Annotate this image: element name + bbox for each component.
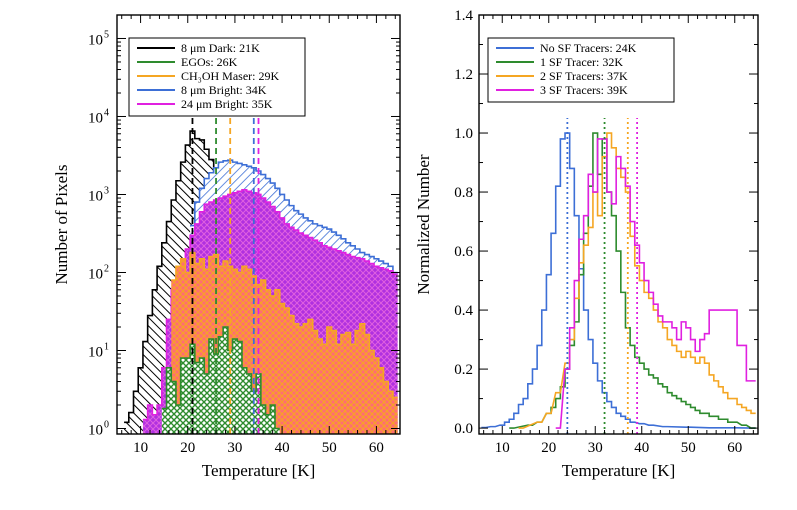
x-tick-label: 20 <box>541 440 556 456</box>
legend-entry: CH₃OH Maser: 29K <box>181 69 280 83</box>
normalized-panel-right: 10 20 30 40 50 60 0.0 0.2 0.4 0.6 0.8 1.0 1.2 1.4 Temp… <box>414 8 759 480</box>
histogram-outline <box>161 326 280 430</box>
y-tick-label: 0.6 <box>454 244 473 260</box>
y-tick-exponent: 3 <box>104 185 109 196</box>
histogram-outline <box>190 159 398 274</box>
y-tick-label: 1.4 <box>454 8 473 24</box>
y-tick-label: 10 <box>88 32 103 48</box>
y-tick-label: 0.8 <box>454 185 473 201</box>
plot-frame <box>116 14 401 435</box>
y-tick-label: 10 <box>88 266 103 282</box>
legend-entry: 2 SF Tracers: 37K <box>540 69 628 83</box>
y-tick-label: 10 <box>88 188 103 204</box>
legend-entry: 24 μm Bright: 35K <box>181 97 273 111</box>
y-tick-exponent: 4 <box>104 107 109 118</box>
y-tick-label: 10 <box>88 422 103 438</box>
histogram-fill <box>161 327 280 434</box>
y-tick-label: 1.0 <box>454 126 473 142</box>
y-axis-label: Number of Pixels <box>52 165 71 285</box>
y-axis-label: Normalized Number <box>414 154 433 295</box>
y-tick-label: 1.2 <box>454 67 473 83</box>
histogram-outline <box>171 251 398 399</box>
x-tick-label: 50 <box>322 440 337 456</box>
legend-entry: No SF Tracers: 24K <box>540 41 637 55</box>
y-tick-label: 0.2 <box>454 362 473 378</box>
y-tick-label: 0.0 <box>454 421 473 437</box>
legend-entry: 8 μm Dark: 21K <box>181 41 260 55</box>
x-tick-label: 10 <box>495 440 510 456</box>
y-tick-exponent: 1 <box>104 341 109 352</box>
y-tick-exponent: 0 <box>104 419 109 430</box>
normalized-histogram <box>518 132 756 429</box>
x-tick-label: 20 <box>180 440 195 456</box>
y-tick-label: 0.4 <box>454 303 473 319</box>
x-tick-label: 60 <box>727 440 742 456</box>
x-tick-label: 50 <box>681 440 696 456</box>
x-tick-label: 30 <box>588 440 603 456</box>
y-tick-label: 10 <box>88 344 103 360</box>
legend-entry: 8 μm Bright: 34K <box>181 83 267 97</box>
plot-frame <box>478 14 759 435</box>
y-tick-label: 10 <box>88 110 103 126</box>
x-tick-label: 60 <box>369 440 384 456</box>
x-tick-label: 40 <box>275 440 290 456</box>
histogram-outline <box>142 188 398 421</box>
normalized-histogram <box>481 132 756 429</box>
legend-entry: 3 SF Tracers: 39K <box>540 83 628 97</box>
x-tick-label: 40 <box>634 440 649 456</box>
legend-entry: EGOs: 26K <box>181 55 238 69</box>
plot-area <box>124 118 398 434</box>
y-tick-exponent: 2 <box>104 263 109 274</box>
x-tick-label: 30 <box>227 440 242 456</box>
x-tick-label: 10 <box>133 440 148 456</box>
x-axis-label: Temperature [K] <box>562 461 676 480</box>
legend-entry: 1 SF Tracer: 32K <box>540 55 623 69</box>
normalized-histogram <box>555 138 756 429</box>
plot-area <box>481 118 756 434</box>
x-axis-label: Temperature [K] <box>202 461 316 480</box>
y-tick-exponent: 5 <box>104 29 109 40</box>
